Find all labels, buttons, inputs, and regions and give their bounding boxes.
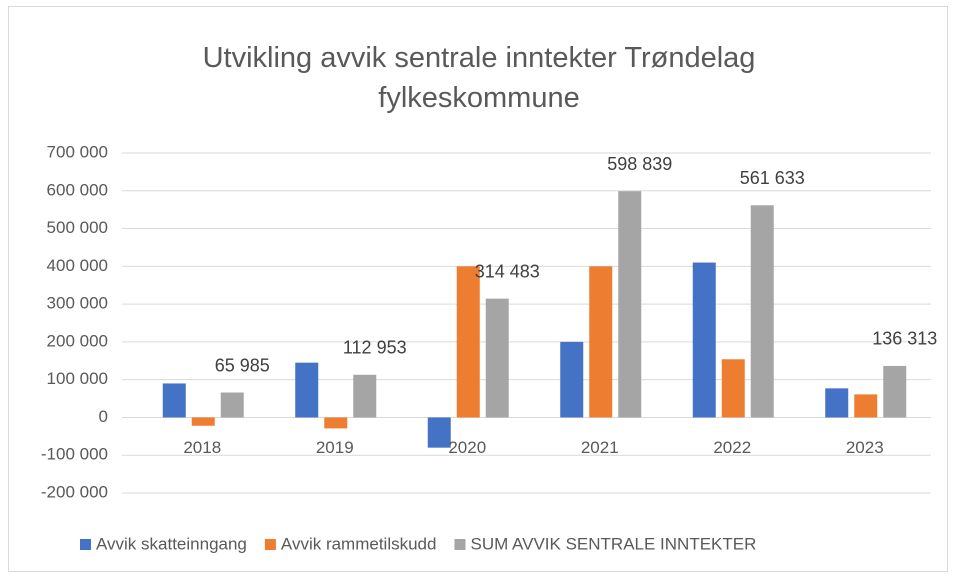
bar: [295, 362, 319, 418]
data-label: 598 839: [607, 154, 672, 174]
y-tick-label: -200 000: [41, 482, 108, 501]
y-tick-label: 100 000: [47, 369, 108, 388]
chart-title: Utvikling avvik sentrale inntekter Trønd…: [202, 42, 756, 114]
x-tick-label: 2021: [581, 438, 619, 457]
legend-label: SUM AVVIK SENTRALE INNTEKTER: [470, 534, 756, 553]
y-tick-label: 0: [99, 407, 108, 426]
data-label: 65 985: [215, 355, 270, 375]
bar: [589, 266, 613, 418]
data-label: 136 313: [872, 329, 937, 349]
x-tick-label: 2023: [846, 438, 884, 457]
bar: [353, 374, 377, 418]
bar: [750, 205, 774, 418]
y-tick-label: 700 000: [47, 142, 108, 161]
x-tick-label: 2018: [183, 438, 221, 457]
y-tick-label: 200 000: [47, 331, 108, 350]
x-tick-label: 2020: [448, 438, 486, 457]
bar: [485, 298, 509, 418]
legend-label: Avvik skatteinngang: [96, 534, 247, 553]
bar: [456, 266, 480, 418]
bar: [883, 365, 907, 418]
x-tick-label: 2022: [713, 438, 751, 457]
bar: [618, 191, 642, 418]
data-label: 314 483: [475, 261, 540, 281]
y-tick-label: 500 000: [47, 218, 108, 237]
y-tick-label: 300 000: [47, 294, 108, 313]
data-label: 112 953: [343, 338, 407, 358]
bar: [427, 417, 451, 448]
bar: [825, 388, 849, 418]
legend-swatch: [80, 539, 91, 550]
chart-frame: [8, 6, 948, 572]
y-tick-label: 400 000: [47, 256, 108, 275]
bar: [854, 394, 878, 418]
legend-label: Avvik rammetilskudd: [281, 534, 437, 553]
bar: [721, 359, 745, 418]
bar: [692, 262, 716, 418]
legend-swatch: [264, 539, 276, 550]
bar: [560, 341, 584, 418]
bar: [324, 417, 348, 429]
x-tick-label: 2019: [316, 438, 354, 457]
bar: [220, 392, 244, 418]
bar: [162, 383, 186, 418]
bar: [191, 417, 215, 426]
legend-swatch: [454, 539, 466, 550]
data-label: 561 633: [740, 168, 805, 188]
y-tick-label: 600 000: [47, 180, 108, 199]
y-tick-label: -100 000: [41, 445, 108, 464]
